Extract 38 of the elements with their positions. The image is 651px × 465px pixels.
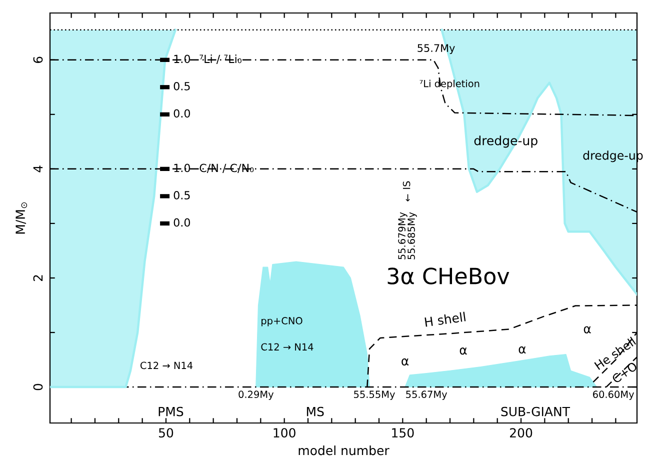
annotation: 55.679My <box>398 212 408 260</box>
x-axis-title: model number <box>298 446 390 456</box>
y-tick-label: 0 <box>33 384 43 390</box>
y-tick-label: 4 <box>33 166 43 172</box>
annotation: 0.5 <box>174 82 190 90</box>
annotation: α <box>402 358 409 366</box>
annotation: C+O <box>611 361 638 384</box>
annotation: 0.29My <box>238 390 274 400</box>
annotation: ⁷Li depletion <box>420 80 480 90</box>
annotation: α <box>460 347 467 355</box>
x-tick-label: 200 <box>510 428 532 438</box>
annotation: C12 → N14 <box>140 362 193 370</box>
annotation: 0.0 <box>174 218 190 227</box>
annotation: 55.55My <box>354 390 395 400</box>
x-tick-label: 50 <box>158 428 174 438</box>
annotation: 55.67My <box>406 390 448 400</box>
annotation: 3α CHeBov <box>388 268 510 284</box>
annotation: dredge-up <box>474 136 538 148</box>
y-tick-label: 2 <box>33 275 43 282</box>
y-tick-label: 6 <box>33 56 43 63</box>
annotation: pp+CNO <box>262 317 302 326</box>
annotation: IS <box>402 181 410 189</box>
y-axis-title: M/M$_{⊙}$ <box>16 202 28 234</box>
annotation: C12 → N14 <box>261 343 314 351</box>
annotation: PMS <box>158 406 184 416</box>
x-tick-label: 150 <box>392 428 414 438</box>
annotation: 60.60My <box>593 390 634 400</box>
annotation: SUB-GIANT <box>501 406 570 416</box>
annotation: 55.7My <box>418 44 455 54</box>
annotation: → <box>406 194 410 202</box>
annotation: 55.685My <box>408 212 417 260</box>
annotation: α <box>518 346 526 354</box>
annotation: MS <box>306 406 324 416</box>
annotation: 0.5 <box>174 191 190 200</box>
annotation: α <box>584 326 591 334</box>
x-tick-label: 100 <box>274 428 296 438</box>
annotation: H shell <box>424 312 466 327</box>
annotation: 0.0 <box>174 109 190 118</box>
